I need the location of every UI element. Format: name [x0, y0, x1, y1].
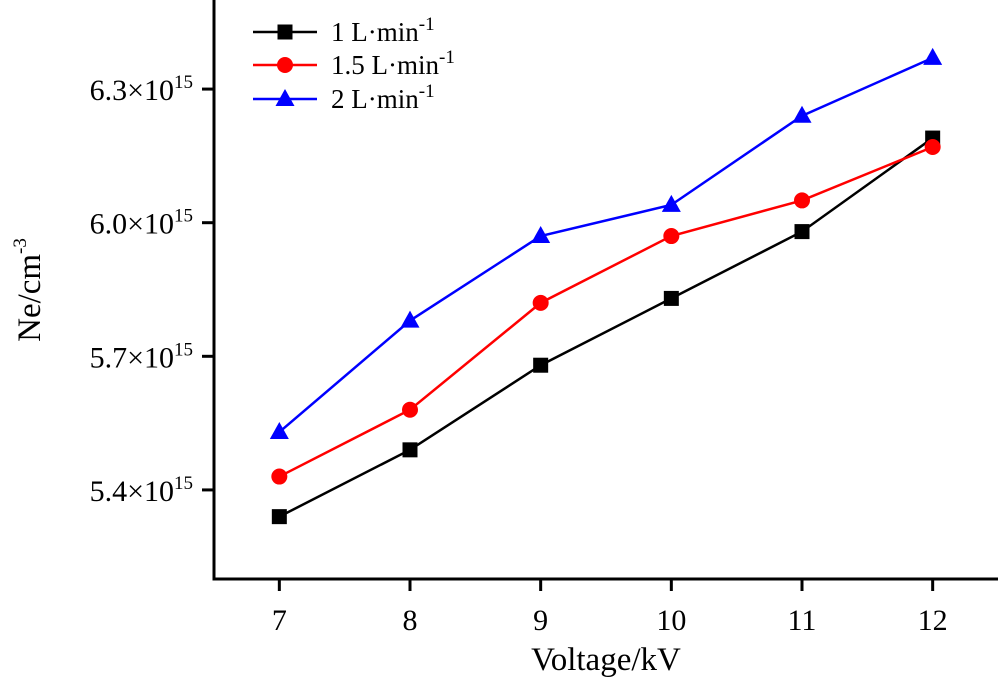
x-tick-label: 11: [788, 604, 817, 637]
data-point-square: [271, 509, 287, 525]
legend-item: 1 L·min-1: [253, 14, 435, 47]
legend: 1 L·min-11.5 L·min-12 L·min-1: [253, 14, 455, 114]
data-point-triangle: [923, 47, 943, 65]
x-tick-label: 7: [272, 604, 287, 637]
y-tick-label: 6.0×1015: [90, 206, 193, 241]
data-point-circle: [532, 294, 549, 311]
legend-label: 2 L·min-1: [331, 81, 435, 114]
data-point-square: [663, 290, 679, 306]
legend-label-main: 1.5 L·min: [331, 50, 439, 80]
legend-label-sup: -1: [439, 47, 455, 68]
y-tick-mantissa: 6.0×10: [90, 208, 174, 241]
data-point-square: [533, 357, 549, 373]
x-ticks: 7 8 9 10 11 12: [272, 579, 948, 637]
data-point-circle: [402, 401, 418, 418]
y-axis-title-main: Ne/cm: [12, 254, 48, 342]
x-tick-label: 12: [918, 604, 948, 637]
legend-label-main: 1 L·min: [331, 17, 419, 47]
x-axis-title: Voltage/kV: [531, 642, 681, 678]
x-tick-label: 8: [403, 604, 418, 637]
data-point-triangle: [269, 422, 289, 440]
legend-marker-circle: [277, 57, 293, 73]
series-layer: [269, 47, 943, 525]
data-point-square: [794, 224, 810, 240]
y-tick-mantissa: 5.4×10: [90, 475, 174, 508]
legend-label: 1.5 L·min-1: [331, 47, 455, 80]
axes: [212, 0, 998, 581]
x-tick-label: 9: [533, 604, 548, 637]
y-tick-mantissa: 6.3×10: [90, 74, 174, 107]
data-point-square: [402, 442, 418, 458]
series-circle: [271, 138, 941, 485]
series-triangle: [269, 47, 943, 440]
data-point-circle: [794, 192, 810, 209]
y-tick-mantissa: 5.7×10: [90, 341, 174, 374]
data-point-circle: [271, 468, 288, 485]
data-point-circle: [924, 138, 941, 155]
series-line: [278, 137, 934, 518]
legend-item: 1.5 L·min-1: [253, 47, 455, 80]
legend-label-sup: -1: [419, 14, 435, 35]
data-point-circle: [663, 228, 680, 245]
y-tick-exponent: 15: [174, 473, 193, 494]
y-axis-title-sup: -3: [10, 238, 31, 254]
x-tick-label: 10: [656, 604, 686, 637]
legend-marker-square: [277, 24, 293, 40]
y-tick-label: 5.4×1015: [90, 473, 193, 508]
y-tick-label: 5.7×1015: [90, 339, 193, 374]
y-axis-title: Ne/cm-3: [10, 238, 48, 342]
data-point-triangle: [531, 226, 551, 244]
data-point-triangle: [400, 310, 420, 328]
y-tick-exponent: 15: [174, 206, 193, 227]
data-point-triangle: [661, 194, 681, 212]
series-line: [278, 56, 934, 433]
y-tick-exponent: 15: [174, 339, 193, 360]
y-tick-label: 6.3×1015: [90, 72, 193, 107]
series-square: [271, 130, 941, 525]
legend-marker-triangle: [275, 89, 295, 106]
legend-label: 1 L·min-1: [331, 14, 435, 47]
series-line: [278, 145, 934, 478]
data-point-triangle: [792, 105, 812, 123]
legend-label-sup: -1: [419, 81, 435, 102]
legend-label-main: 2 L·min: [331, 84, 419, 114]
legend-item: 2 L·min-1: [253, 81, 435, 114]
y-tick-exponent: 15: [174, 72, 193, 93]
